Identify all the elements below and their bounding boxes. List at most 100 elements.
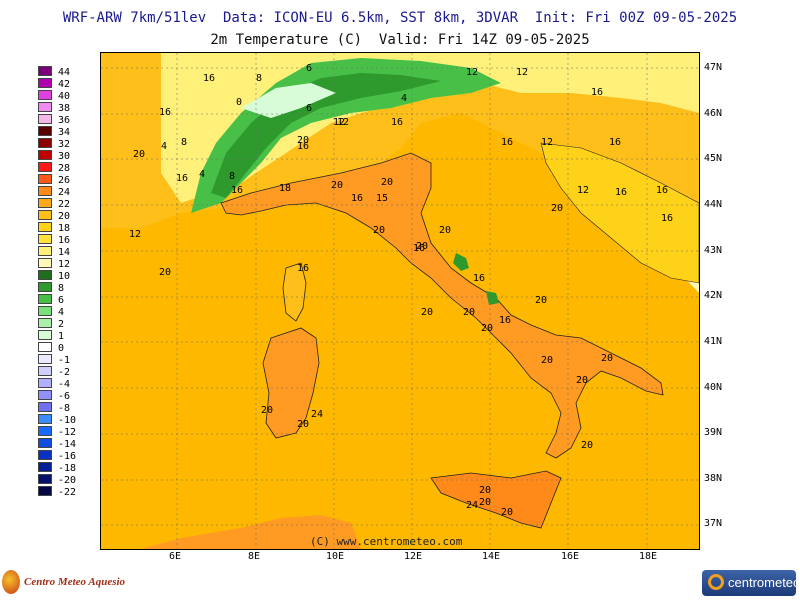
lat-label: 46N — [704, 108, 723, 119]
lat-label: 43N — [704, 245, 723, 256]
legend-label: 1 — [58, 331, 65, 342]
contour-label: 20 — [551, 203, 563, 214]
legend-label: -1 — [58, 355, 71, 366]
contour-label: 12 — [577, 185, 589, 196]
legend-swatch — [38, 126, 52, 136]
legend-label: 20 — [58, 211, 71, 222]
contour-label: 16 — [176, 173, 188, 184]
contour-label: 20 — [381, 177, 393, 188]
legend-swatch — [38, 342, 52, 352]
legend-label: 14 — [58, 247, 71, 258]
legend-label: 30 — [58, 151, 71, 162]
contour-label: 16 — [203, 73, 215, 84]
alps-snow — [241, 83, 336, 118]
legend-swatch — [38, 474, 52, 484]
contour-label: 16 — [159, 107, 171, 118]
legend-swatch — [38, 222, 52, 232]
legend-label: 28 — [58, 163, 71, 174]
legend-swatch — [38, 378, 52, 388]
legend-label: -16 — [58, 451, 77, 462]
contour-label: 8 — [256, 73, 262, 84]
contour-label: 16 — [615, 187, 627, 198]
lat-label: 42N — [704, 290, 723, 301]
contour-label: 24 — [311, 409, 323, 420]
north-africa — [141, 515, 361, 549]
contour-label: 20 — [576, 375, 588, 386]
contour-label: 6 — [306, 103, 312, 114]
legend-swatch — [38, 366, 52, 376]
contour-label: 12 — [333, 117, 345, 128]
legend-label: 40 — [58, 91, 71, 102]
contour-label: 20 — [535, 295, 547, 306]
legend-label: -6 — [58, 391, 71, 402]
map-subtitle: 2m Temperature (C) Valid: Fri 14Z 09-05-… — [210, 32, 590, 48]
centrometeo-logo: centrometeo — [702, 570, 800, 596]
map-title: WRF-ARW 7km/51lev Data: ICON-EU 6.5km, S… — [62, 10, 738, 26]
contour-label: 15 — [376, 193, 388, 204]
legend-swatch — [38, 78, 52, 88]
legend-swatch — [38, 306, 52, 316]
legend-swatch — [38, 426, 52, 436]
contour-label: 16 — [499, 315, 511, 326]
legend-label: 26 — [58, 175, 71, 186]
contour-label: 20 — [601, 353, 613, 364]
contour-label: 16 — [231, 185, 243, 196]
lon-label: 12E — [404, 551, 423, 562]
legend-label: 16 — [58, 235, 71, 246]
legend-swatch — [38, 138, 52, 148]
contour-label: 20 — [297, 135, 309, 146]
legend-label: 34 — [58, 127, 71, 138]
legend-label: 2 — [58, 319, 65, 330]
legend-label: 6 — [58, 295, 65, 306]
legend-label: -22 — [58, 487, 77, 498]
legend-swatch — [38, 282, 52, 292]
contour-label: 16 — [297, 263, 309, 274]
legend-label: 10 — [58, 271, 71, 282]
lon-label: 16E — [561, 551, 580, 562]
contour-label: 20 — [416, 241, 428, 252]
sicily — [430, 470, 562, 529]
contour-label: 18 — [279, 183, 291, 194]
legend-swatch — [38, 330, 52, 340]
lon-label: 8E — [248, 551, 261, 562]
contour-label: 20 — [481, 323, 493, 334]
lat-label: 41N — [704, 336, 723, 347]
contour-label: 20 — [331, 180, 343, 191]
legend-swatch — [38, 318, 52, 328]
legend-label: -18 — [58, 463, 77, 474]
legend-swatch — [38, 210, 52, 220]
contour-label: 12 — [466, 67, 478, 78]
legend-label: -12 — [58, 427, 77, 438]
centro-meteo-aquesio-logo: Centro Meteo Aquesio — [2, 570, 125, 594]
contour-label: 12 — [129, 229, 141, 240]
contour-label: 12 — [541, 137, 553, 148]
legend-swatch — [38, 234, 52, 244]
legend-swatch — [38, 66, 52, 76]
legend-label: 38 — [58, 103, 71, 114]
alps-dark — [211, 73, 441, 198]
lat-label: 44N — [704, 199, 723, 210]
ring-icon — [708, 574, 724, 590]
contour-label: 20 — [479, 485, 491, 496]
contour-label: 16 — [297, 141, 309, 152]
legend-swatch — [38, 402, 52, 412]
contour-label: 4 — [401, 93, 407, 104]
lon-label: 6E — [169, 551, 182, 562]
contour-label: 24 — [466, 500, 478, 511]
legend-label: -14 — [58, 439, 77, 450]
corsica — [282, 262, 307, 322]
legend-swatch — [38, 246, 52, 256]
contour-label: 16 — [591, 87, 603, 98]
lat-label: 37N — [704, 518, 723, 529]
contour-label: 16 — [501, 137, 513, 148]
contour-label: 16 — [473, 273, 485, 284]
contour-label: 20 — [439, 225, 451, 236]
italy-peninsula — [220, 152, 664, 459]
legend-swatch — [38, 414, 52, 424]
legend-label: 8 — [58, 283, 65, 294]
lon-label: 10E — [326, 551, 345, 562]
contour-label: 12 — [337, 117, 349, 128]
legend-swatch — [38, 90, 52, 100]
legend-swatch — [38, 162, 52, 172]
